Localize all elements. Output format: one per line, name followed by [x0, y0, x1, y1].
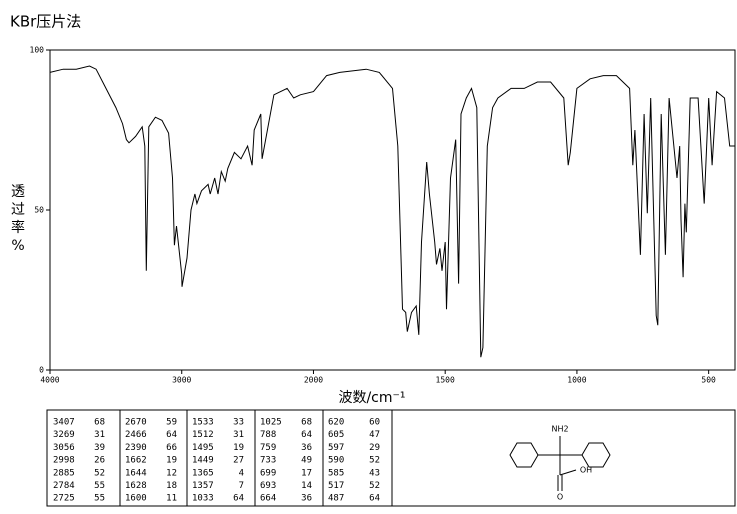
table-frame — [46, 409, 736, 507]
peak-transmittance: 36 — [301, 443, 312, 453]
peak-wavenumber: 1495 — [192, 443, 214, 453]
y-axis-label-char: 过 — [11, 202, 25, 218]
x-tick-label: 500 — [701, 376, 716, 385]
structure — [509, 436, 611, 491]
peak-wavenumber: 605 — [328, 430, 344, 440]
peak-wavenumber: 1025 — [260, 418, 282, 428]
x-axis-label: 波数/cm⁻¹ — [338, 390, 405, 406]
y-tick-label: 50 — [34, 206, 44, 215]
peak-transmittance: 68 — [94, 418, 105, 428]
peak-wavenumber: 2390 — [125, 443, 147, 453]
peak-wavenumber: 597 — [328, 443, 344, 453]
peak-wavenumber: 1662 — [125, 456, 147, 466]
peak-wavenumber: 759 — [260, 443, 276, 453]
peak-wavenumber: 1628 — [125, 481, 147, 491]
peak-wavenumber: 1033 — [192, 494, 214, 504]
y-axis-label-char: % — [11, 238, 24, 254]
peak-transmittance: 36 — [301, 494, 312, 504]
peak-transmittance: 27 — [233, 456, 244, 466]
peak-wavenumber: 664 — [260, 494, 276, 504]
peak-wavenumber: 1449 — [192, 456, 214, 466]
table-dividers — [119, 410, 393, 506]
peak-transmittance: 18 — [166, 481, 177, 491]
peak-wavenumber: 517 — [328, 481, 344, 491]
peak-transmittance: 60 — [369, 418, 380, 428]
spectrum-line — [49, 65, 735, 358]
peak-wavenumber: 1357 — [192, 481, 214, 491]
peak-transmittance: 12 — [166, 468, 177, 478]
peak-wavenumber: 2885 — [53, 468, 75, 478]
peak-transmittance: 19 — [233, 443, 244, 453]
peak-wavenumber: 1512 — [192, 430, 214, 440]
peak-wavenumber: 2784 — [53, 481, 75, 491]
x-tick-label: 1000 — [567, 376, 586, 385]
peak-wavenumber: 2998 — [53, 456, 75, 466]
peak-transmittance: 31 — [233, 430, 244, 440]
peak-wavenumber: 620 — [328, 418, 344, 428]
peak-transmittance: 19 — [166, 456, 177, 466]
peak-transmittance: 66 — [166, 443, 177, 453]
peak-wavenumber: 699 — [260, 468, 276, 478]
structure-label: O — [557, 493, 563, 502]
peak-wavenumber: 733 — [260, 456, 276, 466]
peak-transmittance: 64 — [301, 430, 312, 440]
x-tick-label: 3000 — [172, 376, 191, 385]
peak-wavenumber: 1644 — [125, 468, 147, 478]
peak-transmittance: 52 — [369, 456, 380, 466]
peak-transmittance: 14 — [301, 481, 312, 491]
structure-label: NH2 — [551, 425, 568, 434]
peak-transmittance: 59 — [166, 418, 177, 428]
peak-wavenumber: 2725 — [53, 494, 75, 504]
x-tick-label: 2000 — [304, 376, 323, 385]
peak-wavenumber: 693 — [260, 481, 276, 491]
y-axis-label-char: 透 — [11, 184, 25, 200]
peak-transmittance: 68 — [301, 418, 312, 428]
peak-transmittance: 39 — [94, 443, 105, 453]
peak-wavenumber: 1533 — [192, 418, 214, 428]
peak-transmittance: 52 — [369, 481, 380, 491]
peak-wavenumber: 3407 — [53, 418, 75, 428]
chart-title: KBr压片法 — [10, 13, 81, 31]
peak-wavenumber: 1365 — [192, 468, 214, 478]
peak-wavenumber: 1600 — [125, 494, 147, 504]
peak-transmittance: 31 — [94, 430, 105, 440]
peak-transmittance: 29 — [369, 443, 380, 453]
peak-transmittance: 55 — [94, 481, 105, 491]
structure-label: OH — [580, 466, 592, 475]
peak-transmittance: 55 — [94, 494, 105, 504]
plot-frame — [49, 49, 736, 371]
peak-transmittance: 64 — [369, 494, 380, 504]
peak-transmittance: 47 — [369, 430, 380, 440]
peak-transmittance: 64 — [233, 494, 244, 504]
peak-transmittance: 26 — [94, 456, 105, 466]
peak-wavenumber: 590 — [328, 456, 344, 466]
peak-wavenumber: 2670 — [125, 418, 147, 428]
peak-transmittance: 4 — [239, 468, 244, 478]
peak-transmittance: 33 — [233, 418, 244, 428]
peak-transmittance: 52 — [94, 468, 105, 478]
y-tick-label: 0 — [39, 366, 44, 375]
x-tick-label: 1500 — [436, 376, 455, 385]
peak-transmittance: 49 — [301, 456, 312, 466]
peak-wavenumber: 487 — [328, 494, 344, 504]
peak-wavenumber: 3056 — [53, 443, 75, 453]
y-axis-label-char: 率 — [11, 219, 25, 236]
x-tick-label: 4000 — [40, 376, 59, 385]
peak-wavenumber: 3269 — [53, 430, 75, 440]
y-tick-label: 100 — [30, 46, 45, 55]
peak-wavenumber: 585 — [328, 468, 344, 478]
peak-transmittance: 7 — [239, 481, 244, 491]
peak-transmittance: 64 — [166, 430, 177, 440]
peak-transmittance: 17 — [301, 468, 312, 478]
peak-transmittance: 43 — [369, 468, 380, 478]
peak-wavenumber: 788 — [260, 430, 276, 440]
peak-transmittance: 11 — [166, 494, 177, 504]
y-axis-label: 透过率% — [11, 184, 25, 254]
peak-wavenumber: 2466 — [125, 430, 147, 440]
